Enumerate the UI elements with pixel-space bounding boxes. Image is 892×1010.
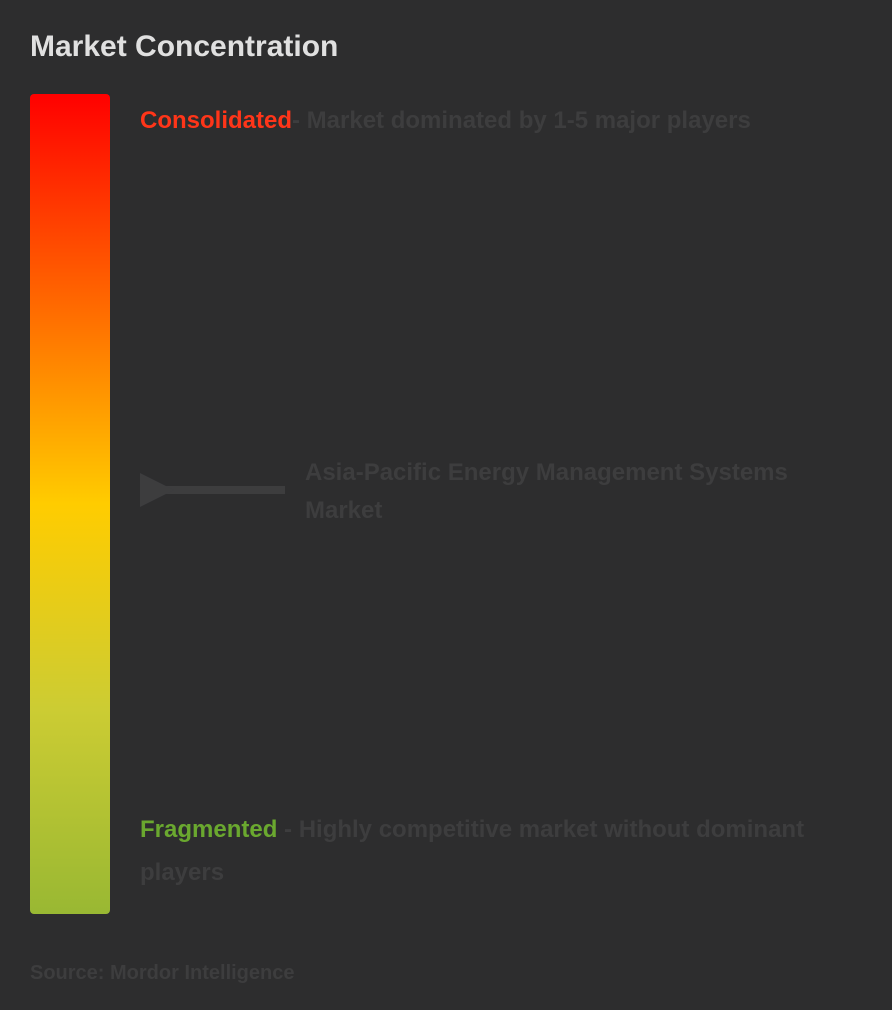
fragmented-highlight: Fragmented xyxy=(140,816,277,843)
chart-content: Consolidated- Market dominated by 1-5 ma… xyxy=(30,94,862,914)
market-indicator: Asia-Pacific Energy Management Systems M… xyxy=(140,454,842,531)
fragmented-label: Fragmented - Highly competitive market w… xyxy=(140,808,842,894)
consolidated-highlight: Consolidated xyxy=(140,107,292,134)
consolidated-description: - Market dominated by 1-5 major players xyxy=(292,107,751,134)
arrow-icon xyxy=(140,470,290,515)
source-attribution: Source: Mordor Intelligence xyxy=(30,962,294,985)
market-name-label: Asia-Pacific Energy Management Systems M… xyxy=(305,454,842,531)
gradient-scale-bar xyxy=(30,94,110,914)
labels-section: Consolidated- Market dominated by 1-5 ma… xyxy=(140,94,862,914)
chart-title: Market Concentration xyxy=(30,30,862,64)
consolidated-label: Consolidated- Market dominated by 1-5 ma… xyxy=(140,99,842,142)
